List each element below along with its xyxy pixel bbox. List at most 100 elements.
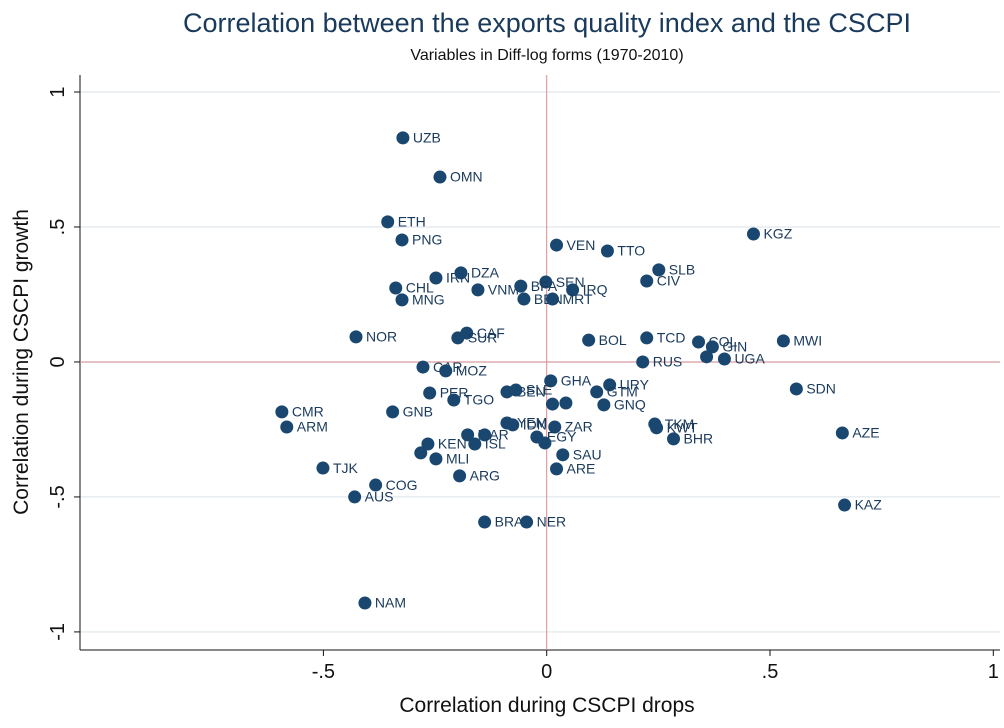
point <box>421 437 435 451</box>
point-label: RUS <box>653 354 683 370</box>
y-tick-label: 1 <box>47 86 69 97</box>
point-label: PER <box>440 385 469 401</box>
point <box>316 461 330 475</box>
x-tick-label: .5 <box>762 661 779 683</box>
point-label: KEN <box>438 436 467 452</box>
point <box>597 398 611 412</box>
point-label: MOZ <box>456 363 488 379</box>
y-tick-label: .5 <box>47 219 69 236</box>
y-tick-label: -.5 <box>47 485 69 508</box>
point <box>386 405 400 419</box>
point-label: TGO <box>464 392 494 408</box>
point <box>700 350 714 364</box>
point-label: GIN <box>722 339 747 355</box>
point <box>447 393 461 407</box>
point <box>544 374 558 388</box>
point-label: SUR <box>468 330 498 346</box>
point-label: SAU <box>573 447 602 463</box>
point <box>746 227 760 241</box>
point <box>582 333 596 347</box>
point-label: CIV <box>657 273 681 289</box>
point <box>433 170 447 184</box>
point <box>692 335 706 349</box>
point-label: KWT <box>667 420 699 436</box>
point-label: ARG <box>470 468 500 484</box>
point <box>381 215 395 229</box>
point <box>546 397 560 411</box>
point <box>396 131 410 145</box>
point-label: KAZ <box>855 497 883 513</box>
point-label: DZA <box>471 265 500 281</box>
point-label: VEN <box>567 237 596 253</box>
point-label: CMR <box>292 404 324 420</box>
point <box>395 293 409 307</box>
point <box>429 271 443 285</box>
point <box>640 331 654 345</box>
point <box>667 432 681 446</box>
point <box>395 233 409 247</box>
point-label: IDN <box>523 417 547 433</box>
point <box>566 283 580 297</box>
point-label: BFA <box>531 278 558 294</box>
point <box>423 386 437 400</box>
point-label: SLB <box>669 262 695 278</box>
point <box>705 340 719 354</box>
point <box>600 244 614 258</box>
point <box>509 383 523 397</box>
chart-subtitle: Variables in Diff-log forms (1970-2010) <box>410 47 683 64</box>
point-label: ZAR <box>565 419 593 435</box>
point <box>789 382 803 396</box>
point <box>478 428 492 442</box>
point <box>640 274 654 288</box>
point <box>506 418 520 432</box>
point-label: VNM <box>488 282 519 298</box>
point-label: GNQ <box>614 397 646 413</box>
point-label: MRT <box>563 291 594 307</box>
point-label: TCD <box>657 330 686 346</box>
x-tick-label: -.5 <box>312 661 335 683</box>
point <box>517 292 531 306</box>
point <box>389 281 403 295</box>
x-tick-label: 1 <box>988 661 999 683</box>
point <box>590 385 604 399</box>
point-label: ARM <box>297 419 328 435</box>
point-label: AZE <box>852 425 879 441</box>
point-label: NOR <box>366 329 397 345</box>
point-label: MNG <box>412 292 445 308</box>
point <box>453 469 467 483</box>
point <box>454 266 468 280</box>
point-label: KGZ <box>763 226 792 242</box>
point <box>546 292 560 306</box>
point <box>550 238 564 252</box>
point <box>275 405 289 419</box>
point <box>636 355 650 369</box>
point-label: URY <box>620 377 650 393</box>
point-label: UZB <box>413 130 441 146</box>
point <box>348 490 362 504</box>
point <box>369 478 383 492</box>
point <box>603 378 617 392</box>
point-label: GTM <box>607 384 638 400</box>
point-label: CHL <box>406 280 434 296</box>
point-label: YEM <box>517 415 547 431</box>
point <box>429 452 443 466</box>
x-tick-label: 0 <box>541 661 552 683</box>
point <box>559 396 573 410</box>
point <box>556 448 570 462</box>
point <box>520 515 534 529</box>
point-label: PNG <box>412 232 442 248</box>
point <box>514 279 528 293</box>
point-label: TKM <box>665 416 695 432</box>
point-label: CAF <box>477 325 505 341</box>
point <box>550 462 564 476</box>
point <box>468 437 482 451</box>
point <box>652 263 666 277</box>
point <box>838 498 852 512</box>
point-label: AUS <box>365 489 394 505</box>
point <box>539 275 553 289</box>
point <box>414 446 428 460</box>
point-label: NER <box>537 514 567 530</box>
point <box>835 426 849 440</box>
point <box>349 330 363 344</box>
